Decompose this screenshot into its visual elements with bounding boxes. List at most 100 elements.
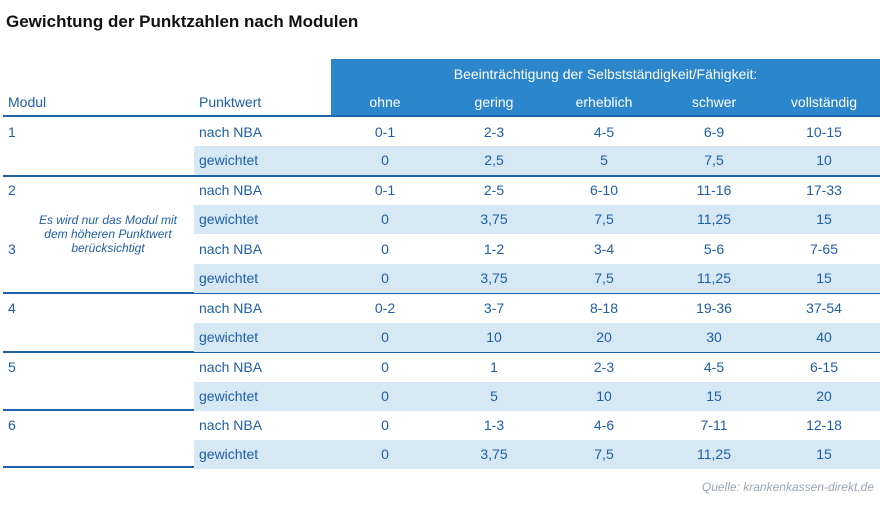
row-value: 6-9	[703, 124, 725, 140]
module-note: Es wird nur das Modul mit dem höheren Pu…	[38, 213, 178, 255]
row-value: 10-15	[806, 124, 842, 140]
row-value: 1	[490, 359, 498, 375]
row-punktwert-type: gewichtet	[199, 446, 259, 462]
row-value: 3,75	[480, 270, 508, 286]
row-band	[194, 205, 880, 234]
column-header-ohne: ohne	[369, 94, 401, 110]
row-value: 15	[816, 211, 832, 227]
row-value: 11-16	[696, 182, 732, 198]
header-band	[331, 59, 880, 115]
row-punktwert-type: nach NBA	[199, 124, 263, 140]
row-value: 7,5	[594, 270, 614, 286]
row-value: 0	[381, 446, 389, 462]
row-modul: 3	[8, 241, 16, 257]
row-value: 5	[600, 152, 608, 168]
row-punktwert-type: nach NBA	[199, 417, 263, 433]
row-value: 7,5	[704, 152, 724, 168]
row-value: 20	[816, 388, 832, 404]
row-value: 7-65	[809, 241, 839, 257]
table-rule	[3, 175, 880, 177]
row-value: 1-3	[483, 417, 505, 433]
row-punktwert-type: gewichtet	[199, 388, 259, 404]
row-value: 8-18	[589, 300, 619, 316]
page-title: Gewichtung der Punktzahlen nach Modulen	[6, 12, 359, 31]
row-band	[194, 382, 880, 411]
row-modul: 2	[8, 182, 16, 198]
row-value: 6-15	[809, 359, 839, 375]
row-punktwert-type: gewichtet	[199, 211, 259, 227]
row-value: 0	[381, 152, 389, 168]
row-band	[194, 264, 880, 293]
row-value: 7,5	[594, 211, 614, 227]
row-value: 4-5	[593, 124, 615, 140]
row-value: 2,5	[484, 152, 504, 168]
row-modul: 1	[8, 124, 16, 140]
row-value: 0	[381, 211, 389, 227]
row-value: 15	[706, 388, 722, 404]
row-value: 4-6	[593, 417, 615, 433]
row-value: 0-1	[374, 124, 396, 140]
row-value: 0	[381, 388, 389, 404]
row-value: 0-2	[374, 300, 396, 316]
row-value: 12-18	[806, 417, 842, 433]
row-value: 0	[381, 329, 389, 345]
row-value: 2-3	[593, 359, 615, 375]
row-value: 15	[816, 270, 832, 286]
row-punktwert-type: nach NBA	[199, 241, 263, 257]
column-header-schwer: schwer	[691, 94, 737, 110]
row-value: 10	[596, 388, 612, 404]
row-value: 11,25	[697, 446, 731, 462]
row-value: 3,75	[480, 446, 508, 462]
row-value: 0	[381, 241, 389, 257]
row-punktwert-type: gewichtet	[199, 152, 259, 168]
row-value: 2-3	[483, 124, 505, 140]
column-header-modul: Modul	[8, 94, 47, 110]
row-value: 2-5	[483, 182, 505, 198]
row-value: 5	[490, 388, 498, 404]
row-value: 11,25	[697, 211, 731, 227]
table-rule	[3, 351, 880, 353]
row-value: 17-33	[806, 182, 842, 198]
row-value: 40	[816, 329, 832, 345]
row-value: 5-6	[703, 241, 725, 257]
row-value: 19-36	[696, 300, 732, 316]
column-header-gering: gering	[474, 94, 514, 110]
row-value: 11,25	[697, 270, 731, 286]
row-value: 4-5	[703, 359, 725, 375]
column-header-erheblich: erheblich	[575, 94, 633, 110]
row-value: 3-4	[593, 241, 615, 257]
row-band	[194, 146, 880, 175]
row-value: 3,75	[480, 211, 508, 227]
row-value: 1-2	[483, 241, 505, 257]
column-header-vollstaendig: vollständig	[790, 94, 858, 110]
row-value: 0	[381, 417, 389, 433]
row-value: 7-11	[700, 417, 728, 433]
row-punktwert-type: gewichtet	[199, 270, 259, 286]
row-value: 0	[381, 270, 389, 286]
row-value: 10	[486, 329, 502, 345]
row-value: 37-54	[806, 300, 842, 316]
row-punktwert-type: nach NBA	[199, 182, 263, 198]
table-rule	[3, 292, 880, 294]
row-punktwert-type: nach NBA	[199, 359, 263, 375]
row-band	[194, 323, 880, 352]
row-value: 7,5	[594, 446, 614, 462]
row-band	[194, 440, 880, 469]
source-credit: Quelle: krankenkassen-direkt.de	[701, 480, 874, 494]
row-modul: 6	[8, 417, 16, 433]
row-value: 15	[816, 446, 832, 462]
row-value: 20	[596, 329, 612, 345]
row-value: 6-10	[589, 182, 619, 198]
row-punktwert-type: gewichtet	[199, 329, 259, 345]
column-header-punktwert: Punktwert	[199, 94, 262, 110]
row-value: 3-7	[483, 300, 505, 316]
row-value: 0	[381, 359, 389, 375]
header-group-label: Beeinträchtigung der Selbstständigkeit/F…	[453, 66, 758, 82]
row-modul: 5	[8, 359, 16, 375]
row-value: 0-1	[374, 182, 396, 198]
row-punktwert-type: nach NBA	[199, 300, 263, 316]
row-value: 30	[706, 329, 722, 345]
row-modul: 4	[8, 300, 16, 316]
row-value: 10	[816, 152, 832, 168]
table-rule	[3, 115, 880, 117]
